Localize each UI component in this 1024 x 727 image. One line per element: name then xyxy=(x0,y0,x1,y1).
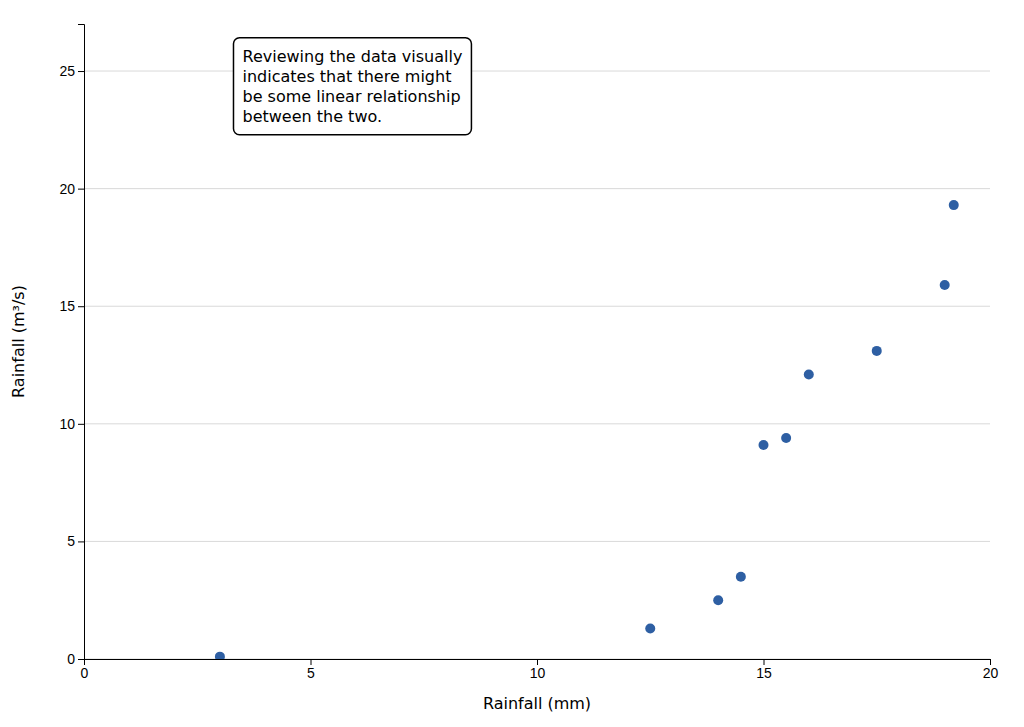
y-tick-label: 25 xyxy=(59,63,75,79)
y-tick-label: 15 xyxy=(59,298,75,314)
point xyxy=(940,280,950,290)
x-tick: 0 xyxy=(81,659,89,681)
x-tick-label: 0 xyxy=(81,665,89,681)
x-tick: 10 xyxy=(530,659,546,681)
y-tick: 10 xyxy=(59,416,84,432)
x-tick-label: 5 xyxy=(307,665,315,681)
chart: 0 5 10 15 20 0 5 10 15 20 25 Rainfall (mm) Rainfall … xyxy=(0,0,1024,727)
grid-line xyxy=(84,541,990,542)
chart-container: 0 5 10 15 20 0 5 10 15 20 25 Rainfall (mm) Rainfall … xyxy=(0,0,1024,727)
annotation-box xyxy=(233,38,471,135)
y-tick-mark xyxy=(78,306,84,307)
point xyxy=(645,623,655,633)
grid-line xyxy=(84,306,990,307)
y-tick-mark xyxy=(78,189,84,190)
y-tick-label: 20 xyxy=(59,181,75,197)
annotation-line: between the two. xyxy=(242,107,382,126)
grid-line xyxy=(84,423,990,424)
annotation-line: indicates that there might xyxy=(242,67,451,86)
y-axis: 0 5 10 15 20 25 xyxy=(59,25,84,667)
x-tick: 15 xyxy=(756,659,772,681)
x-tick-label: 10 xyxy=(530,665,546,681)
y-axis-label: Rainfall (m³/s) xyxy=(9,285,28,398)
x-axis: 0 5 10 15 20 xyxy=(81,659,999,681)
point xyxy=(804,369,814,379)
annotation-text: Reviewing the data visuallyindicates tha… xyxy=(242,47,462,126)
x-tick-label: 20 xyxy=(983,665,999,681)
point xyxy=(781,433,791,443)
y-tick-label: 0 xyxy=(67,651,75,667)
x-axis-label: Rainfall (mm) xyxy=(483,694,591,713)
y-tick-mark xyxy=(78,71,84,72)
y-tick: 0 xyxy=(67,651,84,667)
y-tick-mark xyxy=(78,659,84,660)
point xyxy=(759,440,769,450)
grid-line xyxy=(84,71,990,72)
x-tick: 5 xyxy=(307,659,315,681)
annotation-line: Reviewing the data visually xyxy=(242,47,462,66)
y-tick: 15 xyxy=(59,298,84,314)
point xyxy=(872,346,882,356)
x-tick-label: 15 xyxy=(756,665,772,681)
y-tick-label: 10 xyxy=(59,416,75,432)
points xyxy=(215,200,959,659)
point xyxy=(713,595,723,605)
grid-line xyxy=(84,188,990,189)
y-tick-mark xyxy=(78,541,84,542)
annotation: Reviewing the data visuallyindicates tha… xyxy=(233,38,471,135)
point xyxy=(215,652,225,659)
y-tick-mark xyxy=(78,424,84,425)
x-tick: 20 xyxy=(983,659,999,681)
annotation-line: be some linear relationship xyxy=(242,87,460,106)
grid xyxy=(84,71,990,659)
y-axis-line xyxy=(78,25,85,660)
y-tick: 5 xyxy=(67,533,84,549)
y-tick: 20 xyxy=(59,181,84,197)
point xyxy=(736,572,746,582)
point xyxy=(949,200,959,210)
y-tick-label: 5 xyxy=(67,533,75,549)
y-tick: 25 xyxy=(59,63,84,79)
